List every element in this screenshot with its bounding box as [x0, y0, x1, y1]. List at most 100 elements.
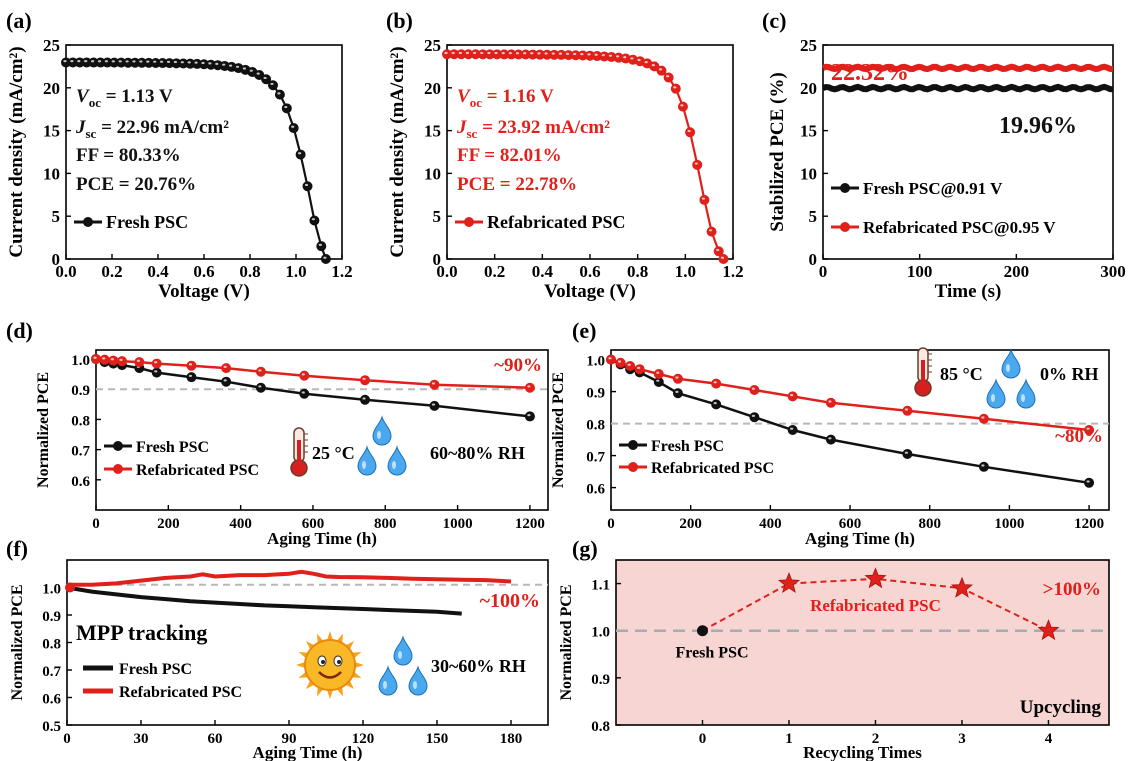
- y-tick-label: 0.8: [71, 413, 90, 429]
- legend-label: Refabricated PSC: [487, 212, 625, 232]
- annotation-3: PCE = 20.76%: [76, 174, 196, 195]
- data-point: [615, 357, 626, 368]
- data-point-highlight: [160, 60, 164, 63]
- legend-marker: [83, 217, 93, 227]
- y-tick-label: 0.7: [586, 450, 605, 466]
- data-point: [288, 123, 299, 134]
- data-point: [302, 181, 313, 192]
- data-point: [274, 89, 285, 100]
- x-tick-label: 800: [374, 516, 397, 532]
- data-point: [316, 241, 327, 252]
- plot-frame: [822, 44, 1114, 260]
- data-point-highlight: [84, 60, 88, 63]
- y-tick-label: 0.7: [71, 444, 90, 460]
- y-tick-label: 1.0: [586, 354, 605, 370]
- data-point: [1084, 425, 1095, 435]
- data-point-highlight: [111, 60, 115, 63]
- y-axis-label: Current density (mA/cm²): [387, 46, 408, 257]
- y-tick-label: 15: [43, 122, 60, 141]
- data-point-highlight: [270, 82, 274, 86]
- water-drop-highlight: [1006, 364, 1010, 372]
- data-point-highlight: [173, 60, 177, 64]
- panel-a: (a) 0.0 0.2 0.4 0.6 0.8 1.0 1.2 0 5 10 15 20 25 Voltag…: [6, 8, 353, 302]
- x-tick-label: 0: [607, 516, 615, 532]
- annotation-2: FF = 80.33%: [76, 145, 181, 166]
- data-point-highlight: [119, 358, 123, 361]
- y-axis-label: Normalized PCE: [558, 585, 575, 701]
- water-drop-icon: [986, 378, 1006, 409]
- sun-ray: [296, 662, 306, 668]
- annotation-0: Voc = 1.16 V: [457, 86, 554, 110]
- legend-label: Fresh PSC: [651, 438, 724, 455]
- water-drop-icon: [1016, 378, 1036, 409]
- data-point-highlight: [277, 92, 281, 95]
- data-point: [309, 215, 320, 226]
- legend-marker: [628, 440, 638, 450]
- water-drop-icon: [393, 635, 413, 666]
- data-point-highlight: [751, 387, 756, 390]
- legend-label: Fresh PSC: [106, 212, 188, 232]
- end-label: ~90%: [494, 355, 542, 376]
- data-point: [151, 367, 162, 378]
- refab-label: Refabricated PSC: [810, 596, 941, 615]
- x-tick-label: 1.2: [722, 262, 743, 281]
- x-tick-label: 1.2: [331, 262, 352, 281]
- data-point: [787, 425, 798, 435]
- data-point-highlight: [508, 52, 512, 55]
- water-drop-highlight: [362, 461, 366, 469]
- x-tick-label: 0.2: [484, 262, 505, 281]
- x-tick-label: 4: [1045, 731, 1053, 747]
- data-point-highlight: [487, 51, 491, 55]
- data-point-highlight: [458, 51, 462, 55]
- data-point-highlight: [188, 363, 193, 366]
- x-tick-label: 0.4: [147, 262, 169, 281]
- legend-label: Fresh PSC@0.91 V: [863, 179, 1003, 198]
- water-drop-highlight: [1021, 394, 1025, 402]
- data-point-highlight: [125, 60, 129, 63]
- data-point-highlight: [465, 51, 470, 55]
- panel-label: (g): [572, 536, 598, 561]
- data-point-highlight: [501, 52, 505, 55]
- x-axis-label: Voltage (V): [544, 281, 636, 302]
- x-tick-label: 400: [759, 516, 782, 532]
- data-point-highlight: [431, 382, 436, 385]
- panel-label: (b): [386, 8, 413, 33]
- x-tick-label: 0: [819, 262, 828, 281]
- data-point: [670, 83, 681, 94]
- y-tick-label: 25: [424, 36, 441, 55]
- data-point: [91, 354, 101, 365]
- data-point-highlight: [608, 357, 612, 360]
- data-point-highlight: [298, 152, 302, 155]
- y-tick-label: 0.9: [71, 383, 90, 399]
- y-tick-label: 0.8: [586, 418, 605, 434]
- data-point-highlight: [223, 365, 227, 368]
- data-point: [255, 366, 266, 377]
- sun-pupil: [321, 660, 325, 664]
- x-tick-label: 0.0: [436, 262, 457, 281]
- data-point-highlight: [188, 374, 193, 377]
- plot-frame: [95, 349, 549, 511]
- data-point: [255, 382, 266, 393]
- legend-label: Refabricated PSC: [651, 460, 774, 477]
- star-marker: [777, 571, 801, 593]
- data-point-highlight: [708, 229, 713, 232]
- y-tick-label: 1.0: [42, 582, 61, 598]
- data-point-highlight: [713, 402, 717, 405]
- plot-frame: [615, 559, 1110, 726]
- data-point-highlight: [637, 366, 641, 369]
- data-point: [634, 364, 645, 375]
- x-tick-label: 2: [872, 731, 880, 747]
- data-point-highlight: [904, 451, 909, 454]
- data-point-highlight: [304, 183, 309, 187]
- data-point: [711, 378, 722, 389]
- y-tick-label: 0.6: [42, 692, 61, 708]
- y-tick-label: 0.6: [71, 474, 90, 490]
- data-point-highlight: [627, 363, 631, 366]
- y-tick-label: 0.7: [42, 664, 61, 680]
- data-point-highlight: [136, 359, 140, 362]
- value-label-refab: 22.32%: [831, 60, 909, 86]
- x-axis-label: Recycling Times: [803, 743, 922, 761]
- data-point: [299, 370, 310, 381]
- panel-label: (e): [572, 318, 596, 343]
- x-tick-label: 0.2: [101, 262, 122, 281]
